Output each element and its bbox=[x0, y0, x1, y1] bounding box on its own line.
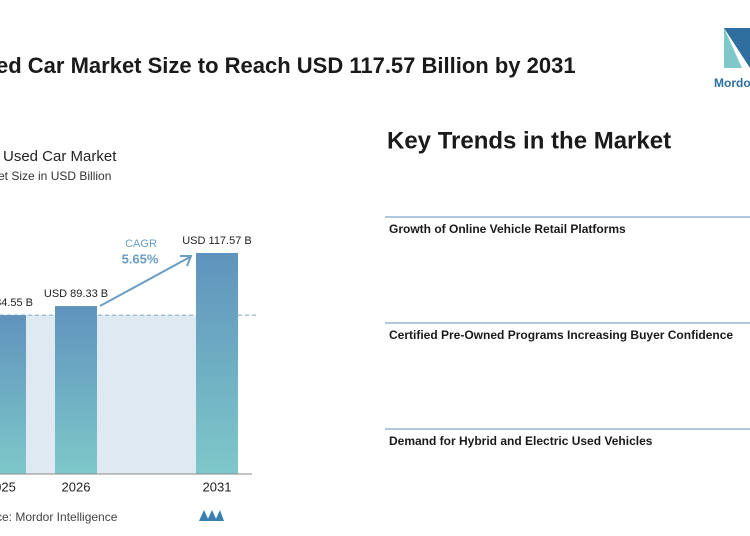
bar bbox=[0, 315, 26, 474]
trend-item: Certified Pre-Owned Programs Increasing … bbox=[389, 328, 733, 342]
logo: Mordo bbox=[714, 28, 750, 90]
value-label: USD 89.33 B bbox=[44, 288, 108, 300]
x-tick-label: 2031 bbox=[203, 479, 232, 494]
trend-item: Growth of Online Vehicle Retail Platform… bbox=[389, 222, 626, 236]
logo-mark bbox=[724, 28, 750, 68]
x-tick-label: 2026 bbox=[62, 479, 91, 494]
bar bbox=[196, 253, 238, 474]
bar bbox=[55, 306, 97, 474]
value-label: USD 117.57 B bbox=[182, 235, 252, 247]
source-logo bbox=[199, 510, 224, 521]
trends-title: Key Trends in the Market bbox=[387, 127, 671, 154]
logo-mark bbox=[724, 28, 742, 68]
logo-text: Mordo bbox=[714, 76, 750, 90]
trend-item: Demand for Hybrid and Electric Used Vehi… bbox=[389, 434, 653, 448]
page-title: ed Car Market Size to Reach USD 117.57 B… bbox=[0, 53, 576, 78]
cagr-value: 5.65% bbox=[122, 251, 159, 266]
value-label: 84.55 B bbox=[0, 297, 33, 309]
cagr-arrow bbox=[99, 255, 193, 307]
chart-subtitle: et Size in USD Billion bbox=[0, 169, 111, 183]
chart-source: ce: Mordor Intelligence bbox=[0, 510, 118, 524]
x-tick-label: 025 bbox=[0, 479, 16, 494]
source-logo-mark bbox=[199, 510, 224, 521]
cagr-label: CAGR bbox=[125, 238, 157, 250]
chart-title: Used Car Market bbox=[3, 148, 117, 165]
